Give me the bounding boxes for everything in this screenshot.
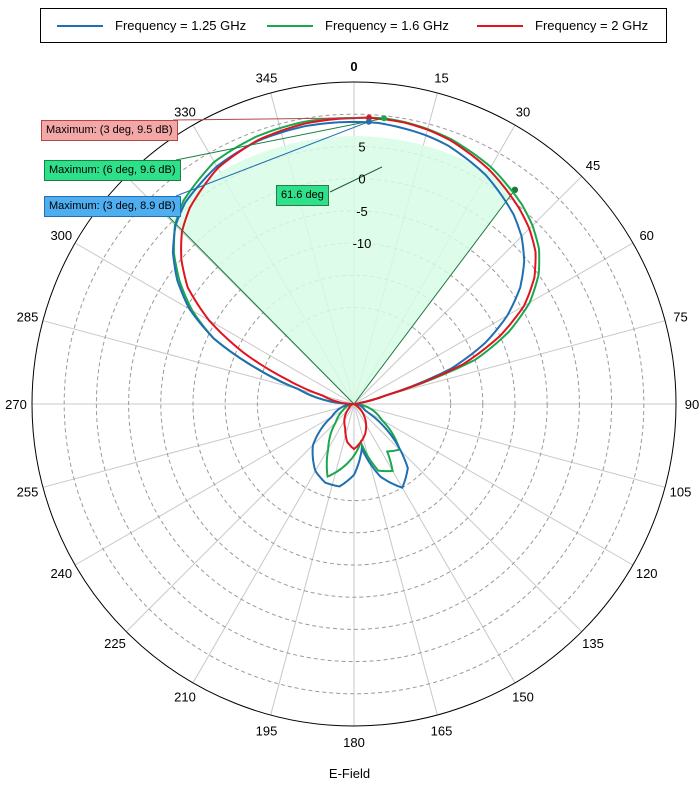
series-line-1[interactable] — [172, 116, 541, 479]
max-callout-1-6ghz[interactable]: Maximum: (6 deg, 9.6 dB) — [44, 160, 181, 181]
angle-tick-45: 45 — [586, 158, 600, 173]
legend-swatch-1-25ghz — [57, 24, 103, 27]
legend-item-1-6ghz[interactable]: Frequency = 1.6 GHz — [267, 9, 449, 42]
angle-tick-195: 195 — [256, 724, 278, 739]
angle-tick-135: 135 — [582, 636, 604, 651]
legend: Frequency = 1.25 GHz Frequency = 1.6 GHz… — [40, 8, 667, 43]
radial-tick--10: -10 — [353, 236, 372, 251]
max-marker-2 — [365, 118, 372, 125]
legend-label-2ghz: Frequency = 2 GHz — [535, 18, 649, 33]
max-marker-1 — [381, 115, 387, 122]
max-callout-1-25ghz[interactable]: Maximum: (3 deg, 8.9 dB) — [44, 196, 181, 217]
series-line-2[interactable] — [180, 116, 537, 451]
angle-tick-165: 165 — [431, 724, 453, 739]
angle-tick-0: 0 — [350, 59, 357, 74]
legend-label-1-6ghz: Frequency = 1.6 GHz — [325, 18, 449, 33]
angle-tick-180: 180 — [343, 735, 365, 750]
angle-tick-15: 15 — [434, 71, 448, 86]
legend-item-1-25ghz[interactable]: Frequency = 1.25 GHz — [57, 9, 246, 42]
angle-tick-330: 330 — [174, 104, 196, 119]
beamwidth-edge-left — [165, 213, 355, 405]
grid-ring-10 — [63, 113, 645, 695]
angle-tick-150: 150 — [512, 690, 534, 705]
x-axis-label: E-Field — [328, 766, 371, 781]
radial-tick--5: -5 — [356, 204, 368, 219]
legend-swatch-1-6ghz — [267, 24, 313, 27]
angle-tick-300: 300 — [50, 228, 72, 243]
legend-label-1-25ghz: Frequency = 1.25 GHz — [115, 18, 247, 33]
angle-tick-210: 210 — [174, 690, 196, 705]
angle-tick-30: 30 — [516, 104, 530, 119]
marker-layer — [172, 114, 387, 197]
angle-tick-240: 240 — [50, 566, 72, 581]
angle-tick-255: 255 — [17, 485, 39, 500]
angle-tick-285: 285 — [17, 310, 39, 325]
angle-tick-90: 90 — [685, 397, 699, 412]
grid-ring--20 — [256, 306, 452, 502]
legend-swatch-2ghz — [477, 24, 523, 27]
angle-tick-105: 105 — [670, 485, 692, 500]
max-callout-2ghz[interactable]: Maximum: (3 deg, 9.5 dB) — [41, 120, 178, 141]
angle-tick-270: 270 — [5, 397, 27, 412]
series-line-0[interactable] — [171, 120, 526, 489]
series-layer — [171, 116, 541, 489]
beamwidth-leader — [329, 166, 383, 193]
beamwidth-label[interactable]: 61.6 deg — [276, 185, 329, 206]
angle-tick-225: 225 — [104, 636, 126, 651]
grid-ring--15 — [224, 274, 484, 534]
outer-ring — [31, 81, 677, 727]
max-leader-2 — [175, 121, 369, 197]
beamwidth-wedge — [165, 136, 515, 404]
radial-tick-0: 0 — [358, 172, 365, 187]
max-leader-0 — [172, 117, 370, 121]
angle-tick-120: 120 — [636, 566, 658, 581]
legend-item-2ghz[interactable]: Frequency = 2 GHz — [477, 9, 648, 42]
angle-tick-60: 60 — [639, 228, 653, 243]
beamwidth-edge-right — [353, 189, 516, 405]
radial-tick-5: 5 — [358, 139, 365, 154]
max-leader-1 — [175, 117, 385, 161]
angle-tick-345: 345 — [256, 71, 278, 86]
grid-ring-0 — [128, 178, 580, 630]
angle-tick-75: 75 — [673, 310, 687, 325]
